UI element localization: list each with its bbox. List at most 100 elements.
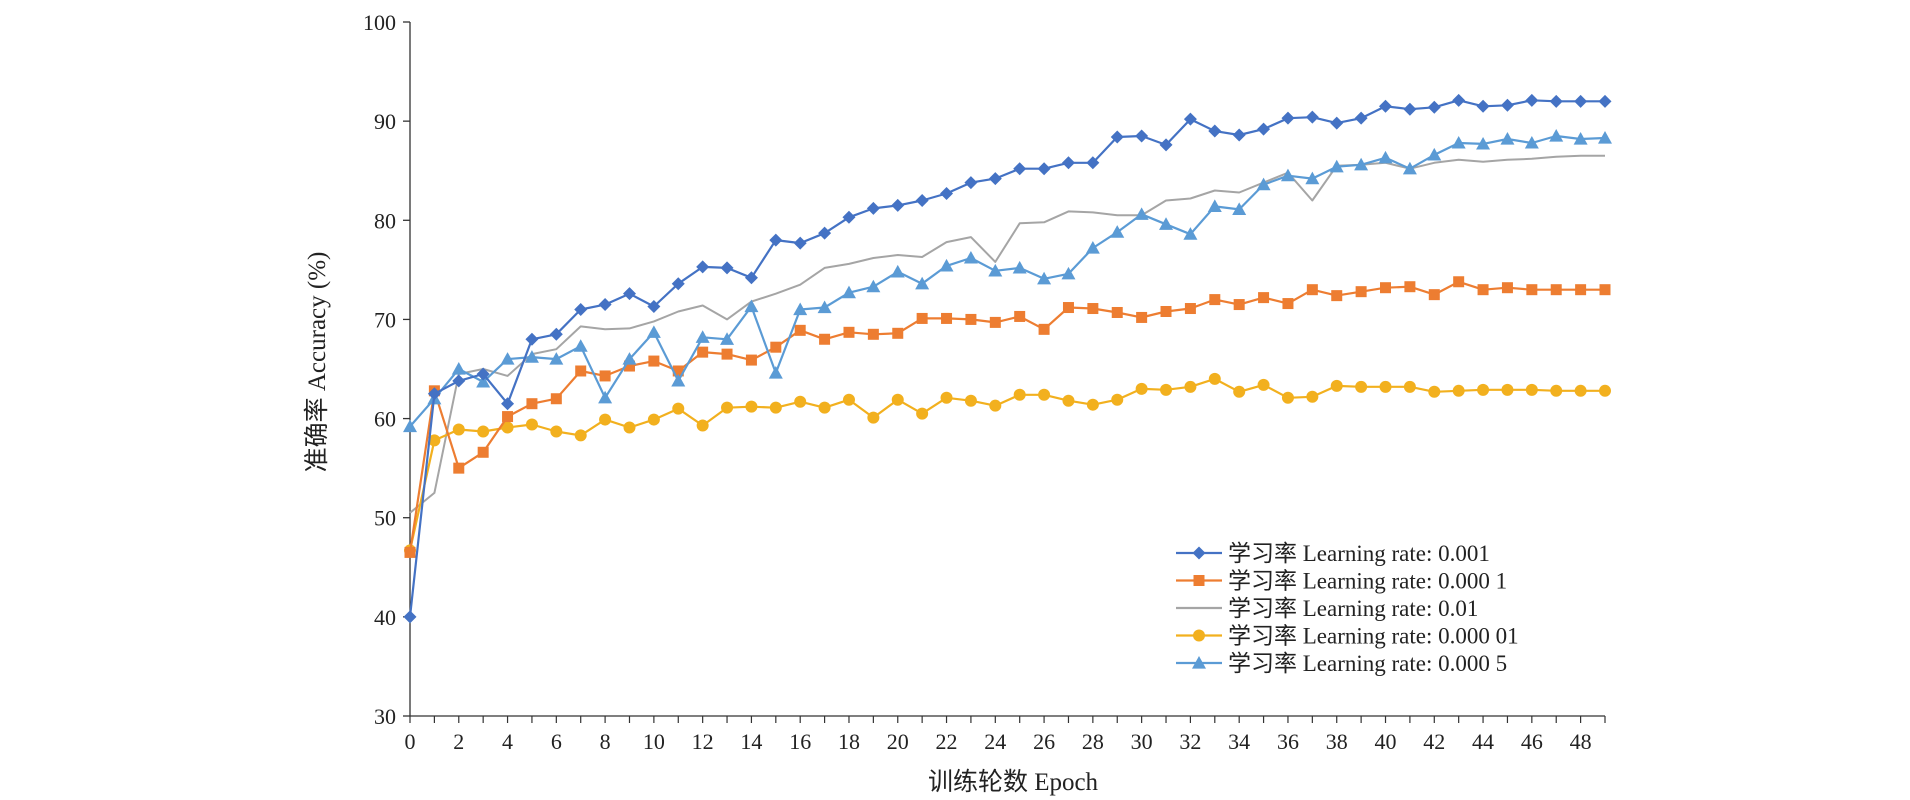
- data-point: [1233, 299, 1245, 311]
- data-point: [1233, 385, 1246, 398]
- data-point: [1232, 128, 1246, 142]
- data-point: [1135, 129, 1149, 143]
- data-point: [1257, 378, 1270, 391]
- data-point: [647, 300, 661, 314]
- data-point: [453, 462, 465, 474]
- data-point: [1038, 323, 1050, 335]
- x-tick-label: 18: [838, 729, 860, 754]
- data-point: [1428, 289, 1440, 301]
- data-point: [1525, 93, 1539, 107]
- data-point: [720, 332, 735, 345]
- data-point: [1427, 147, 1442, 161]
- data-point: [819, 333, 831, 345]
- x-tick-label: 0: [405, 729, 416, 754]
- data-point: [842, 393, 855, 406]
- data-point: [1403, 102, 1417, 116]
- data-point: [1184, 303, 1196, 315]
- y-axis-title: 准确率 Accuracy (%): [303, 252, 331, 473]
- x-tick-label: 16: [789, 729, 811, 754]
- data-point: [452, 374, 466, 388]
- legend-label: 学习率 Learning rate: 0.000 01: [1228, 624, 1519, 649]
- data-point: [671, 277, 685, 291]
- data-point: [1136, 311, 1148, 323]
- data-point: [1550, 284, 1562, 296]
- x-tick-label: 40: [1375, 729, 1397, 754]
- data-point: [1524, 135, 1539, 149]
- data-point: [1208, 372, 1221, 385]
- x-tick-label: 6: [551, 729, 562, 754]
- data-point: [1209, 294, 1221, 306]
- data-point: [1110, 130, 1124, 144]
- data-point: [1111, 393, 1124, 406]
- legend-marker: [1193, 629, 1205, 642]
- data-point: [1549, 94, 1563, 108]
- data-point: [524, 350, 539, 363]
- data-point: [1037, 162, 1051, 176]
- series-3: [409, 154, 1605, 514]
- data-point: [1501, 282, 1513, 294]
- data-point: [940, 187, 954, 201]
- data-point: [672, 365, 684, 377]
- data-point: [915, 193, 929, 207]
- data-point: [989, 316, 1001, 328]
- data-point: [1477, 383, 1490, 396]
- data-point: [575, 365, 587, 377]
- data-point: [646, 325, 661, 338]
- x-tick-label: 10: [643, 729, 665, 754]
- y-tick-label: 40: [374, 605, 396, 630]
- data-point: [1500, 98, 1514, 112]
- data-point: [574, 303, 588, 317]
- legend-label: 学习率 Learning rate: 0.000 1: [1228, 569, 1507, 594]
- data-point: [1331, 290, 1343, 302]
- legend-label: 学习率 Learning rate: 0.000 5: [1228, 651, 1507, 676]
- data-point: [745, 400, 758, 413]
- data-point: [525, 332, 539, 346]
- data-point: [1599, 284, 1611, 296]
- data-point: [623, 421, 636, 434]
- data-point: [866, 201, 880, 215]
- data-point: [1378, 150, 1393, 164]
- legend-entry: 学习率 Learning rate: 0.01: [1176, 596, 1478, 621]
- data-point: [965, 313, 977, 325]
- legend-entry: 学习率 Learning rate: 0.000 01: [1176, 624, 1519, 649]
- series-line: [408, 280, 1605, 553]
- data-point: [525, 418, 538, 431]
- plot-area: [403, 93, 1612, 624]
- data-point: [403, 419, 417, 433]
- data-point: [1280, 168, 1295, 182]
- data-point: [768, 365, 783, 379]
- data-point: [598, 390, 613, 404]
- data-point: [1184, 380, 1197, 393]
- data-point: [1013, 162, 1027, 176]
- data-point: [1379, 99, 1393, 113]
- data-point: [866, 279, 881, 293]
- data-point: [1598, 130, 1612, 144]
- data-point: [1087, 303, 1099, 315]
- data-point: [770, 341, 782, 353]
- data-point: [696, 260, 710, 274]
- y-tick-label: 80: [374, 208, 396, 233]
- data-point: [989, 399, 1002, 412]
- legend-entry: 学习率 Learning rate: 0.000 5: [1176, 651, 1507, 676]
- data-point: [963, 250, 978, 264]
- data-point: [1062, 302, 1074, 314]
- data-point: [1526, 284, 1538, 296]
- data-point: [1330, 379, 1343, 392]
- data-point: [1134, 207, 1149, 220]
- legend-entry: 学习率 Learning rate: 0.001: [1176, 541, 1490, 566]
- legend: 学习率 Learning rate: 0.001 学习率 Learning rat…: [1176, 541, 1519, 676]
- y-tick-label: 100: [363, 10, 396, 35]
- data-point: [1428, 385, 1441, 398]
- data-point: [1354, 111, 1368, 125]
- data-point: [622, 352, 637, 365]
- y-tick-label: 30: [374, 704, 396, 729]
- x-tick-label: 20: [887, 729, 909, 754]
- y-tick-label: 50: [374, 506, 396, 531]
- data-point: [1159, 138, 1173, 152]
- data-point: [1549, 129, 1564, 142]
- data-point: [1160, 383, 1173, 396]
- data-point: [818, 226, 832, 240]
- data-point: [939, 258, 954, 272]
- data-point: [1500, 131, 1515, 145]
